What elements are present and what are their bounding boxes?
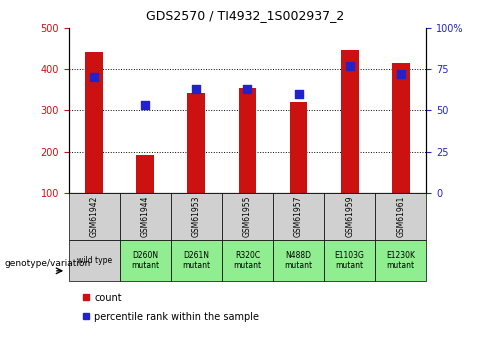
Text: E1103G
mutant: E1103G mutant <box>335 251 365 270</box>
FancyBboxPatch shape <box>120 240 171 281</box>
Text: GSM61957: GSM61957 <box>294 196 303 237</box>
FancyBboxPatch shape <box>273 240 324 281</box>
Text: GSM61942: GSM61942 <box>90 196 98 237</box>
FancyBboxPatch shape <box>375 193 426 240</box>
Text: genotype/variation: genotype/variation <box>5 259 91 268</box>
Text: GSM61944: GSM61944 <box>141 196 150 237</box>
Bar <box>136 155 154 193</box>
Bar <box>239 88 256 193</box>
Point <box>397 71 405 77</box>
Text: D260N
mutant: D260N mutant <box>131 251 159 270</box>
Point <box>141 103 149 108</box>
Text: N488D
mutant: N488D mutant <box>285 251 313 270</box>
FancyBboxPatch shape <box>273 193 324 240</box>
FancyBboxPatch shape <box>120 193 171 240</box>
Point <box>193 86 200 92</box>
Text: E1230K
mutant: E1230K mutant <box>386 251 415 270</box>
FancyBboxPatch shape <box>69 193 120 240</box>
FancyBboxPatch shape <box>324 240 375 281</box>
FancyBboxPatch shape <box>171 240 222 281</box>
Text: D261N
mutant: D261N mutant <box>182 251 210 270</box>
Point <box>90 75 98 80</box>
Text: GSM61955: GSM61955 <box>243 196 252 237</box>
FancyBboxPatch shape <box>69 240 120 281</box>
Bar <box>341 50 359 193</box>
Bar <box>290 102 308 193</box>
Text: count: count <box>94 293 122 303</box>
Text: R320C
mutant: R320C mutant <box>233 251 262 270</box>
FancyBboxPatch shape <box>324 193 375 240</box>
FancyBboxPatch shape <box>375 240 426 281</box>
FancyBboxPatch shape <box>171 193 222 240</box>
FancyBboxPatch shape <box>222 240 273 281</box>
Text: GSM61959: GSM61959 <box>345 196 354 237</box>
Point <box>244 86 251 92</box>
Bar <box>85 52 103 193</box>
Text: wild type: wild type <box>76 256 112 265</box>
Point <box>294 91 302 97</box>
Text: GSM61953: GSM61953 <box>192 196 201 237</box>
Bar <box>187 93 205 193</box>
Text: GDS2570 / TI4932_1S002937_2: GDS2570 / TI4932_1S002937_2 <box>146 9 344 22</box>
Text: percentile rank within the sample: percentile rank within the sample <box>94 312 259 322</box>
FancyBboxPatch shape <box>222 193 273 240</box>
Text: GSM61961: GSM61961 <box>396 196 405 237</box>
Point <box>346 63 354 68</box>
Bar <box>392 63 410 193</box>
